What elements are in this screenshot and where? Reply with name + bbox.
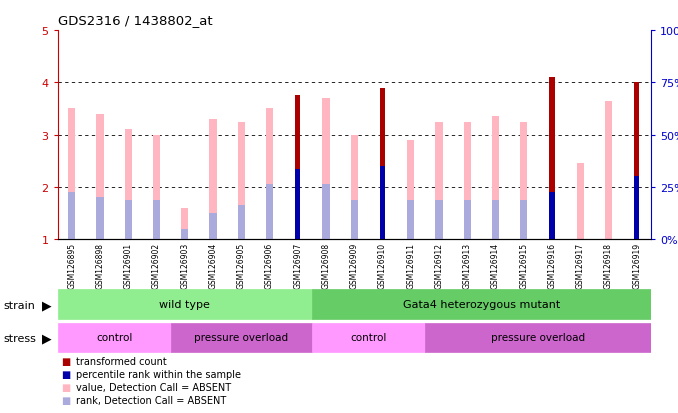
Bar [312,290,651,320]
Bar [435,122,443,240]
Bar [58,290,312,320]
Text: ▶: ▶ [42,331,52,344]
Bar [351,135,358,240]
Bar [323,185,330,240]
Bar [407,140,414,240]
Text: GSM126910: GSM126910 [378,242,387,288]
Bar [295,169,300,240]
Bar [380,166,385,240]
Bar [577,164,584,240]
Text: ■: ■ [61,369,71,379]
Bar [181,229,188,240]
Bar [238,122,245,240]
Bar [266,109,273,240]
Bar [68,109,75,240]
Bar [266,185,273,240]
Text: GSM126906: GSM126906 [265,242,274,288]
Text: GSM126895: GSM126895 [67,242,76,288]
Bar [520,122,527,240]
Text: GSM126909: GSM126909 [350,242,359,288]
Bar [323,99,330,240]
Bar [351,200,358,240]
Bar [312,323,425,353]
Bar [181,208,188,240]
Bar [634,177,639,240]
Bar [605,101,612,240]
Text: GSM126915: GSM126915 [519,242,528,288]
Text: GSM126912: GSM126912 [435,242,443,288]
Text: wild type: wild type [159,299,210,310]
Text: GSM126905: GSM126905 [237,242,245,288]
Bar [96,114,104,240]
Text: transformed count: transformed count [76,356,167,366]
Text: GSM126908: GSM126908 [321,242,330,288]
Bar [58,323,171,353]
Text: GSM126903: GSM126903 [180,242,189,288]
Bar [68,192,75,240]
Text: percentile rank within the sample: percentile rank within the sample [76,369,241,379]
Text: ■: ■ [61,356,71,366]
Bar [520,200,527,240]
Text: value, Detection Call = ABSENT: value, Detection Call = ABSENT [76,382,231,392]
Text: rank, Detection Call = ABSENT: rank, Detection Call = ABSENT [76,395,226,405]
Text: ▶: ▶ [42,298,52,311]
Bar [380,88,385,240]
Text: GSM126918: GSM126918 [604,242,613,288]
Text: ■: ■ [61,382,71,392]
Bar [492,200,499,240]
Text: GSM126919: GSM126919 [633,242,641,288]
Text: control: control [96,332,132,343]
Bar [492,117,499,240]
Text: GSM126902: GSM126902 [152,242,161,288]
Text: GSM126917: GSM126917 [576,242,584,288]
Bar [634,83,639,240]
Bar [407,200,414,240]
Bar [435,200,443,240]
Bar [125,200,132,240]
Text: pressure overload: pressure overload [194,332,288,343]
Bar [153,135,160,240]
Bar [171,323,312,353]
Text: pressure overload: pressure overload [491,332,585,343]
Bar [549,192,555,240]
Text: GSM126916: GSM126916 [548,242,557,288]
Bar [549,78,555,240]
Text: GSM126914: GSM126914 [491,242,500,288]
Text: stress: stress [3,333,36,343]
Bar [210,120,216,240]
Bar [153,200,160,240]
Text: GSM126913: GSM126913 [463,242,472,288]
Bar [295,96,300,240]
Text: GSM126898: GSM126898 [96,242,104,288]
Bar [464,122,471,240]
Text: control: control [351,332,386,343]
Bar [425,323,651,353]
Text: GSM126901: GSM126901 [124,242,133,288]
Text: GSM126911: GSM126911 [406,242,415,288]
Bar [238,206,245,240]
Text: ■: ■ [61,395,71,405]
Text: GSM126907: GSM126907 [294,242,302,288]
Bar [210,214,216,240]
Bar [125,130,132,240]
Text: strain: strain [3,300,35,310]
Text: Gata4 heterozygous mutant: Gata4 heterozygous mutant [403,299,560,310]
Text: GDS2316 / 1438802_at: GDS2316 / 1438802_at [58,14,212,27]
Bar [96,198,104,240]
Bar [464,200,471,240]
Text: GSM126904: GSM126904 [209,242,218,288]
